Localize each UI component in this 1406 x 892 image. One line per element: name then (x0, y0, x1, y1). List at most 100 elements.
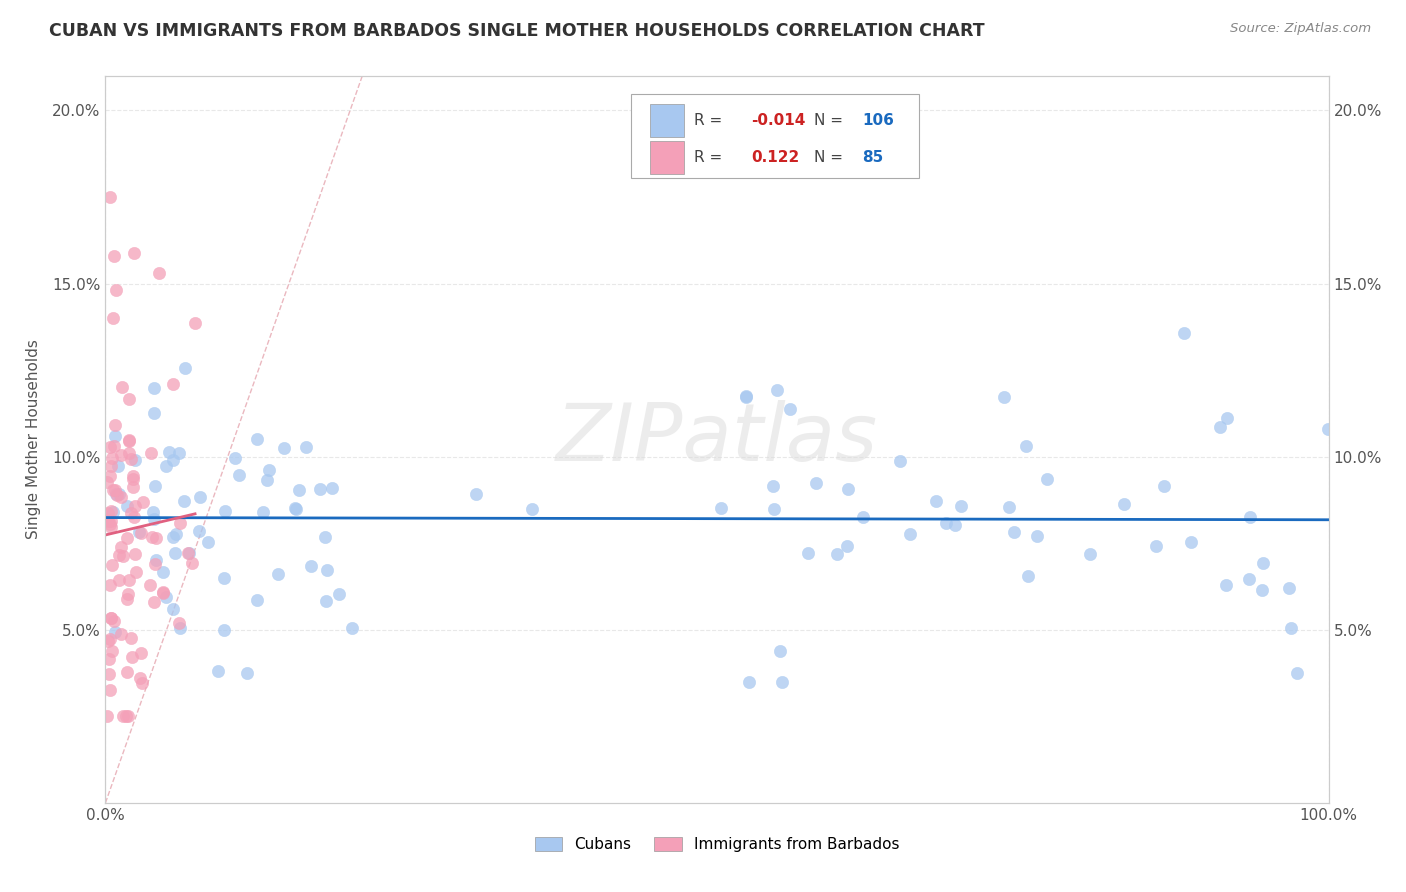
Text: N =: N = (814, 150, 848, 165)
Point (173, 361, 195, 376)
Text: 0.122: 0.122 (751, 150, 800, 165)
Point (1144, 539, 1167, 553)
Point (122, 468, 145, 483)
Point (804, 475, 827, 490)
Point (163, 546, 186, 560)
Point (766, 384, 789, 398)
Point (943, 518, 966, 533)
Point (162, 453, 184, 467)
Point (96, 475, 118, 489)
Point (101, 558, 124, 572)
Point (288, 483, 311, 498)
Point (101, 311, 124, 326)
Point (1078, 547, 1101, 561)
Point (709, 500, 731, 515)
Point (188, 490, 211, 504)
Point (949, 500, 972, 514)
Point (143, 595, 166, 609)
Point (993, 390, 1015, 404)
Text: 85: 85 (863, 150, 884, 165)
Point (105, 488, 128, 502)
Point (124, 509, 146, 524)
Point (121, 480, 143, 494)
Point (1026, 529, 1049, 543)
Point (103, 439, 125, 453)
Text: CUBAN VS IMMIGRANTS FROM BARBADOS SINGLE MOTHER HOUSEHOLDS CORRELATION CHART: CUBAN VS IMMIGRANTS FROM BARBADOS SINGLE… (49, 22, 984, 40)
Point (837, 482, 859, 496)
Point (107, 573, 129, 587)
Point (110, 541, 132, 555)
Point (1251, 582, 1274, 597)
Point (835, 539, 858, 553)
Point (125, 565, 148, 579)
Point (299, 558, 322, 573)
Point (124, 547, 146, 561)
Point (122, 246, 145, 260)
Point (104, 487, 127, 501)
Point (143, 479, 166, 493)
Text: -0.014: -0.014 (751, 113, 806, 128)
Point (141, 446, 163, 460)
Point (155, 458, 177, 473)
Point (122, 472, 145, 486)
Point (96, 513, 118, 527)
Point (141, 531, 163, 545)
Point (162, 602, 184, 616)
Point (129, 671, 152, 685)
Point (235, 665, 257, 680)
Point (115, 531, 138, 545)
Point (103, 483, 125, 497)
Point (1209, 420, 1232, 434)
Point (284, 500, 307, 515)
Point (111, 380, 134, 394)
Point (762, 479, 785, 493)
Point (207, 664, 229, 678)
Point (131, 676, 153, 690)
Point (1173, 326, 1195, 340)
Point (997, 500, 1019, 514)
Point (98, 651, 121, 665)
Point (108, 486, 131, 500)
Point (224, 450, 246, 465)
Point (114, 709, 136, 723)
Point (162, 530, 184, 544)
Point (97, 634, 120, 648)
Point (101, 451, 124, 466)
Point (181, 556, 204, 570)
Point (120, 452, 142, 467)
Point (179, 546, 201, 560)
Point (315, 593, 337, 607)
Point (117, 587, 139, 601)
Point (228, 467, 250, 482)
Point (169, 516, 191, 531)
Text: Source: ZipAtlas.com: Source: ZipAtlas.com (1230, 22, 1371, 36)
Point (152, 586, 174, 600)
Point (256, 473, 278, 487)
Point (797, 546, 820, 560)
Point (104, 483, 127, 497)
Point (97, 515, 120, 529)
Point (142, 512, 165, 526)
Point (214, 503, 236, 517)
Point (935, 516, 957, 531)
Point (124, 452, 146, 467)
Point (184, 316, 207, 330)
Point (100, 520, 122, 534)
Point (152, 565, 174, 579)
Point (1112, 497, 1135, 511)
Point (104, 429, 127, 443)
Point (169, 445, 191, 459)
Point (110, 490, 132, 504)
Point (898, 527, 921, 541)
Point (889, 454, 911, 468)
Point (328, 587, 350, 601)
Point (188, 524, 211, 538)
Point (851, 510, 873, 524)
Point (1237, 572, 1260, 586)
Point (520, 501, 543, 516)
Point (925, 493, 948, 508)
Point (734, 391, 756, 405)
Point (779, 401, 801, 416)
Point (1015, 439, 1038, 453)
Point (142, 381, 165, 395)
